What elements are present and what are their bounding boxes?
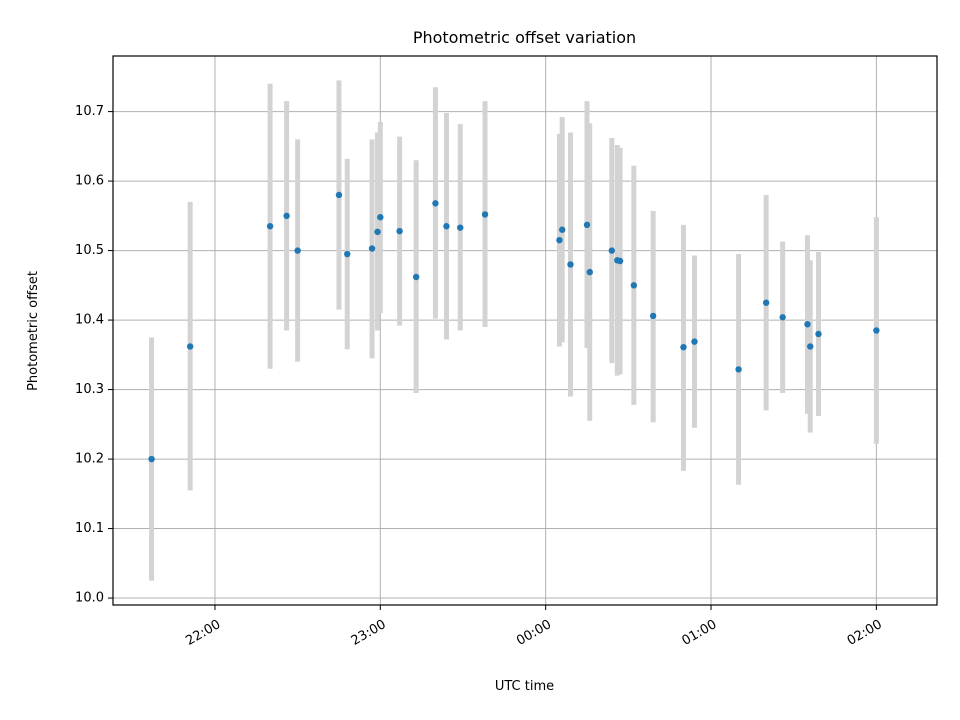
x-tick-label: 23:00 <box>349 617 389 649</box>
data-point <box>266 223 274 230</box>
data-point <box>804 321 811 328</box>
data-point <box>432 200 439 207</box>
y-tick-label: 10.1 <box>75 521 104 536</box>
data-point <box>377 214 384 221</box>
data-point <box>556 236 563 244</box>
data-point <box>873 327 880 334</box>
x-tick-label: 00:00 <box>514 617 554 649</box>
data-point <box>457 224 464 231</box>
data-point <box>148 455 155 463</box>
data-point <box>294 247 301 254</box>
chart-title: Photometric offset variation <box>413 28 636 47</box>
data-point <box>186 343 194 350</box>
data-point <box>608 247 616 254</box>
x-tick-label: 01:00 <box>679 617 719 649</box>
x-axis: 22:00 23:00 00:00 01:00 02:00 <box>183 605 885 649</box>
data-point <box>680 343 687 351</box>
y-tick-label: 10.3 <box>75 382 104 397</box>
data-point <box>583 221 591 229</box>
x-tick-label: 22:00 <box>183 617 223 649</box>
data-point <box>412 273 420 281</box>
y-tick-label: 10.7 <box>75 104 104 119</box>
data-point <box>368 245 376 252</box>
data-point <box>807 343 814 350</box>
data-point <box>735 366 742 373</box>
data-points <box>148 191 880 463</box>
y-axis: 10.0 10.1 10.2 10.3 10.4 10.5 10.6 10.7 <box>75 104 113 606</box>
data-point <box>649 312 657 320</box>
data-point <box>630 282 638 289</box>
data-point <box>344 250 351 258</box>
data-point <box>762 299 770 306</box>
data-point <box>374 228 381 236</box>
y-tick-label: 10.6 <box>75 174 104 189</box>
y-tick-label: 10.5 <box>75 243 104 258</box>
y-tick-label: 10.4 <box>75 313 104 328</box>
data-point <box>691 338 698 345</box>
y-axis-label: Photometric offset <box>26 271 41 391</box>
y-tick-label: 10.0 <box>75 591 104 606</box>
error-bars <box>149 80 879 581</box>
data-point <box>586 268 593 276</box>
data-point <box>396 227 403 235</box>
data-point <box>616 257 624 265</box>
data-point <box>335 191 343 199</box>
data-point <box>567 261 574 268</box>
data-point <box>283 212 290 220</box>
grid <box>113 56 937 605</box>
x-axis-label: UTC time <box>495 679 554 694</box>
data-point <box>815 330 822 338</box>
data-point <box>481 211 489 218</box>
data-point <box>443 223 450 230</box>
data-point <box>559 226 566 233</box>
data-point <box>779 314 786 321</box>
x-tick-label: 02:00 <box>845 617 885 649</box>
y-tick-label: 10.2 <box>75 452 104 467</box>
plot-frame <box>112 55 938 606</box>
